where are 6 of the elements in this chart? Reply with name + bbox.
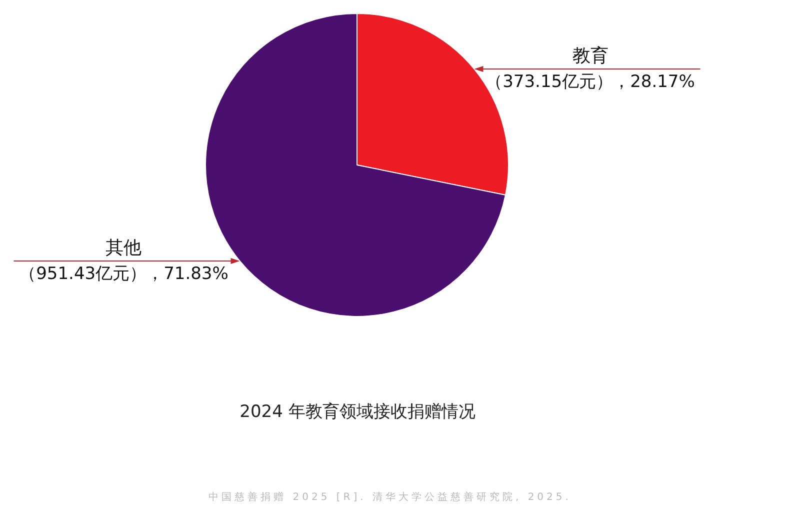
slice-label: 其他 [106, 238, 142, 259]
data-label: （951.43亿元），71.83% [19, 264, 228, 284]
slice-label: 教育 [572, 46, 608, 67]
text: 中国慈善捐赠 2025 [R]. 清华大学公益慈善研究院, 2025. [208, 490, 572, 504]
data-label: （373.15亿元），28.17% [486, 72, 695, 92]
text: 2024 年教育领域接收捐赠情况 [238, 401, 476, 423]
